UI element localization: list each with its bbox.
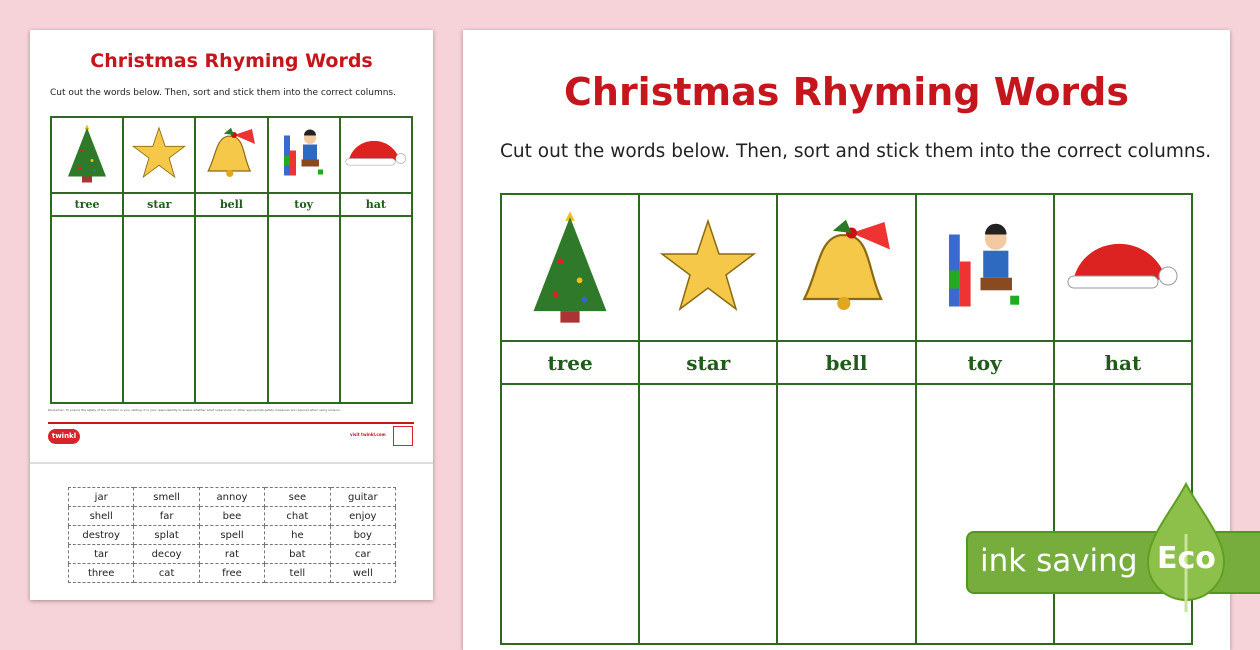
bell-picture-cell — [776, 193, 917, 342]
instructions: Cut out the words below. Then, sort and … — [50, 88, 396, 98]
star-picture-cell — [638, 193, 779, 342]
column-label: tree — [49, 192, 125, 217]
star-picture-cell — [122, 116, 197, 194]
christmas-tree-icon — [62, 119, 112, 187]
cut-out-word: boy — [329, 525, 397, 545]
cut-out-word: three — [67, 563, 135, 583]
leaf-icon — [1146, 482, 1226, 612]
column-label: tree — [499, 340, 641, 385]
column-label: toy — [266, 192, 341, 217]
cut-out-word: chat — [264, 506, 331, 526]
column-label: hat — [338, 192, 414, 217]
cut-out-word: rat — [198, 544, 266, 564]
toy-blocks-boy-icon — [940, 208, 1030, 324]
cut-out-word: see — [264, 487, 331, 507]
cut-out-word: decoy — [133, 544, 200, 564]
star-icon — [656, 216, 760, 316]
column-label: bell — [194, 192, 269, 217]
instructions: Cut out the words below. Then, sort and … — [500, 141, 1212, 162]
cut-out-word: far — [133, 506, 200, 526]
cut-out-word: annoy — [198, 487, 266, 507]
cut-out-word: jar — [67, 487, 135, 507]
cut-out-word: well — [329, 563, 397, 583]
cut-out-word: bee — [198, 506, 266, 526]
cut-out-words-grid: jar smell annoy see guitar shell far bee chat enj… — [67, 487, 397, 583]
sorting-grid: tree star bell toy hat — [499, 193, 1194, 645]
tree-picture-cell — [49, 116, 125, 194]
toy-picture-cell — [266, 116, 341, 194]
cut-out-word: he — [264, 525, 331, 545]
page-title: Christmas Rhyming Words — [564, 70, 1129, 114]
cut-out-word: tell — [264, 563, 331, 583]
page-title: Christmas Rhyming Words — [90, 50, 373, 72]
column-label: toy — [914, 340, 1055, 385]
cut-out-word: enjoy — [329, 506, 397, 526]
christmas-tree-icon — [522, 202, 618, 330]
cut-out-word: car — [329, 544, 397, 564]
page-separator — [30, 462, 433, 464]
cut-out-word: spell — [198, 525, 266, 545]
cut-out-word: destroy — [67, 525, 135, 545]
footer-link[interactable]: visit twinkl.com — [350, 432, 386, 437]
hat-picture-cell — [338, 116, 414, 194]
column-label: star — [122, 192, 197, 217]
worksheet-preview-thumbnail[interactable]: Christmas Rhyming Words Cut out the word… — [30, 30, 433, 600]
cut-out-word: shell — [67, 506, 135, 526]
disclaimer: Disclaimer: To ensure the safety of the … — [48, 408, 341, 412]
column-label: hat — [1052, 340, 1194, 385]
twinkl-badge-icon — [393, 426, 413, 446]
bell-icon — [201, 122, 261, 184]
santa-hat-icon — [343, 131, 409, 175]
badge-text: ink saving — [980, 543, 1138, 579]
column-label: bell — [776, 340, 917, 385]
column-label: star — [638, 340, 779, 385]
bell-icon — [791, 204, 901, 328]
toy-picture-cell — [914, 193, 1055, 342]
santa-hat-icon — [1061, 226, 1185, 306]
hat-picture-cell — [1052, 193, 1194, 342]
worksheet-page: Christmas Rhyming Words Cut out the word… — [463, 30, 1230, 650]
toy-blocks-boy-icon — [279, 123, 329, 183]
cut-out-word: cat — [133, 563, 200, 583]
cut-out-word: free — [198, 563, 266, 583]
cut-out-word: smell — [133, 487, 200, 507]
cut-out-word: bat — [264, 544, 331, 564]
sorting-grid: tree star bell toy hat — [49, 116, 414, 404]
cut-out-word: guitar — [329, 487, 397, 507]
twinkl-logo: twinkl — [48, 429, 80, 444]
bell-picture-cell — [194, 116, 269, 194]
cut-out-word: splat — [133, 525, 200, 545]
footer-divider — [48, 422, 414, 424]
star-icon — [131, 125, 187, 181]
tree-picture-cell — [499, 193, 641, 342]
cut-out-word: tar — [67, 544, 135, 564]
eco-label: Eco — [1157, 541, 1216, 576]
